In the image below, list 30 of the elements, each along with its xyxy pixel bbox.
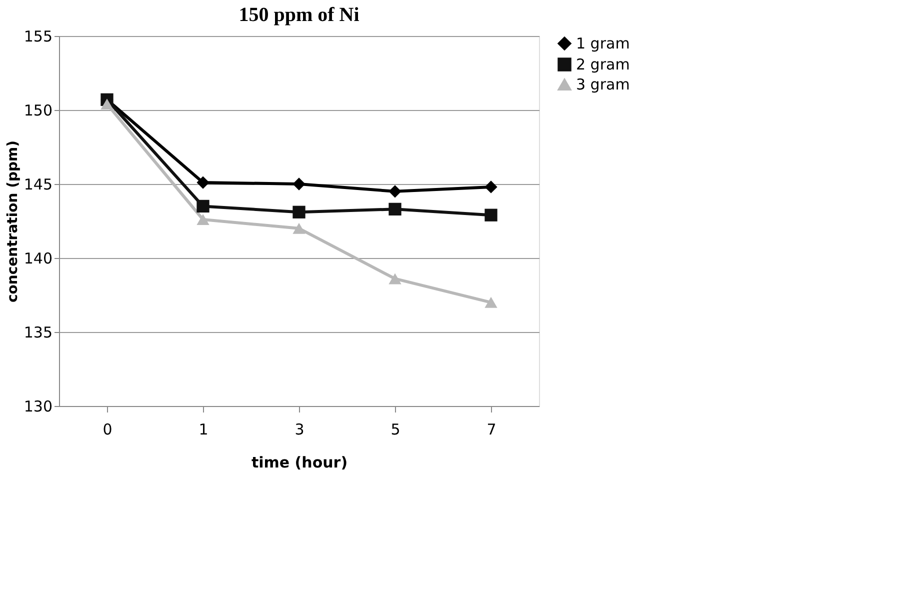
point <box>196 176 210 189</box>
chart-title: 150 ppm of Ni <box>238 4 360 26</box>
y-tick-label: 130 <box>24 398 52 416</box>
x-tick-label: 0 <box>102 420 112 438</box>
y-tick-label: 145 <box>24 176 52 194</box>
point <box>100 98 114 110</box>
point <box>292 222 306 234</box>
x-tick-label: 5 <box>390 420 400 438</box>
point <box>292 178 306 190</box>
legend-label: 3 gram <box>576 76 630 94</box>
point <box>292 206 306 218</box>
point <box>196 214 210 225</box>
x-tick-label: 3 <box>294 420 304 438</box>
x-tick-label: 7 <box>486 420 496 438</box>
point <box>484 208 498 222</box>
x-tick-label: 1 <box>198 420 208 438</box>
legend-label: 1 gram <box>576 34 630 52</box>
point <box>484 180 498 194</box>
y-tick-label: 135 <box>24 324 52 342</box>
point <box>484 296 498 308</box>
legend-label: 2 gram <box>576 56 630 74</box>
y-tick-label: 150 <box>24 102 52 120</box>
y-tick-label: 140 <box>24 250 52 268</box>
y-tick-label: 155 <box>24 28 52 46</box>
point <box>388 202 402 216</box>
point <box>388 273 402 284</box>
point <box>388 185 402 198</box>
x-axis-title: time (hour) <box>251 454 348 472</box>
point <box>196 200 210 213</box>
y-axis-title: concentration (ppm) <box>4 140 21 303</box>
